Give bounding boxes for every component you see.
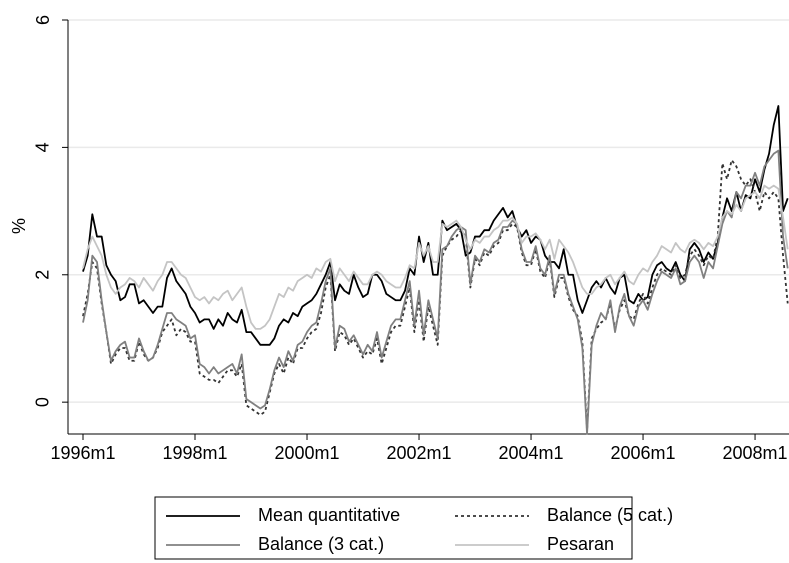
legend-label: Mean quantitative [258,505,400,525]
y-tick-label: 6 [33,15,53,25]
legend-label: Pesaran [547,534,614,554]
legend-box [154,496,633,560]
y-tick-label: 4 [33,142,53,152]
series-line [82,184,789,330]
y-tick-label: 0 [33,397,53,407]
series-line [82,149,789,435]
legend-label: Balance (5 cat.) [547,505,673,525]
x-tick-label: 1998m1 [162,443,227,463]
series-line [82,105,789,346]
x-tick-label: 2008m1 [723,443,788,463]
y-axis-title: % [9,218,29,234]
legend-label: Balance (3 cat.) [258,534,384,554]
x-tick-label: 1996m1 [50,443,115,463]
x-tick-label: 2000m1 [274,443,339,463]
series-line [82,159,789,432]
y-tick-label: 2 [33,270,53,280]
x-tick-label: 2002m1 [386,443,451,463]
x-tick-label: 2006m1 [611,443,676,463]
x-tick-label: 2004m1 [499,443,564,463]
